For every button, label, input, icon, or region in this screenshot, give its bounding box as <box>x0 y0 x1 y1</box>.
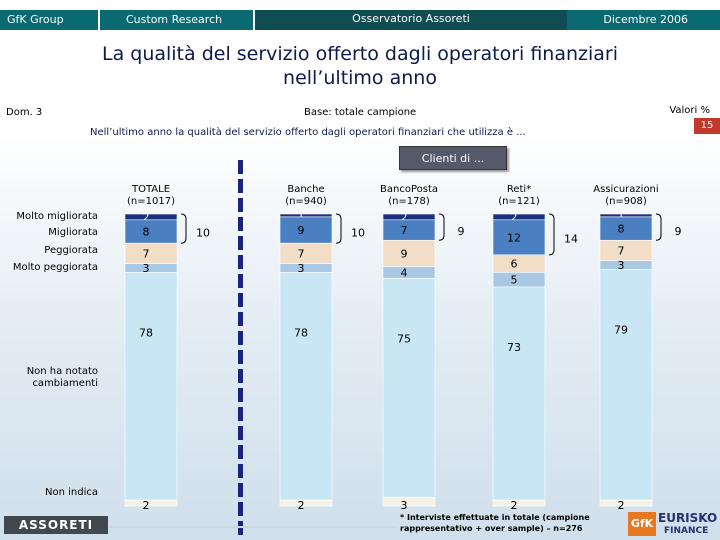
bar-segment-totale-molto-migliorata <box>125 214 177 220</box>
improved-total-totale: 10 <box>196 227 210 240</box>
value-label-reti-non-indica: 2 <box>511 499 518 512</box>
improved-total-bancoposta: 9 <box>458 225 465 238</box>
bar-segment-reti-molto-peggiorata <box>493 272 545 287</box>
value-label-totale-non-indica: 2 <box>143 499 150 512</box>
bar-segment-bancoposta-migliorata <box>383 220 435 240</box>
bar-segment-totale-migliorata <box>125 220 177 243</box>
value-label-assicurazioni-migliorata: 8 <box>618 223 625 236</box>
footnote-line-2: rappresentativo + over sample) – n=276 <box>400 523 590 534</box>
value-label-reti-non-ha-notato-cambiamenti: 73 <box>507 341 521 354</box>
eurisko-sub-logo: FINANCE <box>664 526 708 536</box>
bar-segment-banche-non-indica <box>280 500 332 506</box>
bar-segment-bancoposta-molto-peggiorata <box>383 267 435 279</box>
improved-total-reti: 14 <box>564 232 578 245</box>
bar-segment-banche-non-ha-notato-cambiamenti <box>280 272 332 500</box>
bar-segment-assicurazioni-molto-migliorata <box>600 214 652 217</box>
improved-bracket-totale <box>181 214 186 243</box>
value-label-bancoposta-molto-peggiorata: 4 <box>401 266 408 279</box>
slide: GfK Group Custom Research Osservatorio A… <box>0 0 720 540</box>
bar-segment-bancoposta-non-ha-notato-cambiamenti <box>383 278 435 497</box>
footer-strip <box>110 526 396 528</box>
bar-segment-reti-peggiorata <box>493 255 545 273</box>
value-label-assicurazioni-non-indica: 2 <box>618 499 625 512</box>
bar-segment-assicurazioni-molto-peggiorata <box>600 261 652 270</box>
bar-segment-assicurazioni-migliorata <box>600 217 652 240</box>
bar-segment-totale-peggiorata <box>125 243 177 263</box>
bar-segment-bancoposta-molto-migliorata <box>383 214 435 220</box>
gfk-logo: GfK <box>628 512 656 536</box>
value-label-totale-non-ha-notato-cambiamenti: 78 <box>139 327 153 340</box>
bar-segment-banche-migliorata <box>280 217 332 243</box>
value-label-assicurazioni-non-ha-notato-cambiamenti: 79 <box>614 324 628 337</box>
bar-segment-assicurazioni-peggiorata <box>600 240 652 260</box>
value-label-bancoposta-non-ha-notato-cambiamenti: 75 <box>397 332 411 345</box>
value-label-totale-peggiorata: 7 <box>143 247 150 260</box>
value-label-banche-non-indica: 2 <box>298 499 305 512</box>
bar-segment-totale-non-ha-notato-cambiamenti <box>125 272 177 500</box>
value-label-banche-non-ha-notato-cambiamenti: 78 <box>294 327 308 340</box>
improved-bracket-assicurazioni <box>656 214 661 240</box>
value-label-bancoposta-non-indica: 3 <box>401 499 408 512</box>
value-label-assicurazioni-peggiorata: 7 <box>618 245 625 258</box>
bar-segment-totale-molto-peggiorata <box>125 264 177 273</box>
value-label-banche-peggiorata: 7 <box>298 247 305 260</box>
value-label-bancoposta-peggiorata: 9 <box>401 247 408 260</box>
bar-segment-banche-peggiorata <box>280 243 332 263</box>
bar-segment-totale-non-indica <box>125 500 177 506</box>
bar-segment-banche-molto-migliorata <box>280 214 332 217</box>
value-label-reti-peggiorata: 6 <box>511 258 518 271</box>
bar-segment-reti-molto-migliorata <box>493 214 545 220</box>
value-label-banche-migliorata: 9 <box>298 224 305 237</box>
bar-segment-assicurazioni-non-ha-notato-cambiamenti <box>600 269 652 500</box>
value-label-reti-molto-peggiorata: 5 <box>511 274 518 287</box>
eurisko-logo: EURISKO <box>658 512 717 525</box>
bar-segment-banche-molto-peggiorata <box>280 264 332 273</box>
bar-segment-bancoposta-non-indica <box>383 497 435 506</box>
improved-bracket-reti <box>549 214 554 255</box>
bar-segment-assicurazioni-non-indica <box>600 500 652 506</box>
stacked-bar-chart: 2873782101973782102794753921265732141873… <box>0 0 720 540</box>
footnote-line-1: * Interviste effettuate in totale (campi… <box>400 512 590 523</box>
value-label-reti-migliorata: 12 <box>507 231 521 244</box>
bar-segment-bancoposta-peggiorata <box>383 240 435 266</box>
improved-bracket-bancoposta <box>439 214 444 240</box>
improved-total-banche: 10 <box>351 227 365 240</box>
improved-total-assicurazioni: 9 <box>675 225 682 238</box>
assoreti-logo: ASSORETI <box>4 516 108 534</box>
bar-segment-reti-non-indica <box>493 500 545 506</box>
footnote: * Interviste effettuate in totale (campi… <box>400 512 590 534</box>
value-label-totale-migliorata: 8 <box>143 226 150 239</box>
bar-segment-reti-non-ha-notato-cambiamenti <box>493 287 545 500</box>
value-label-bancoposta-migliorata: 7 <box>401 224 408 237</box>
improved-bracket-banche <box>336 214 341 243</box>
